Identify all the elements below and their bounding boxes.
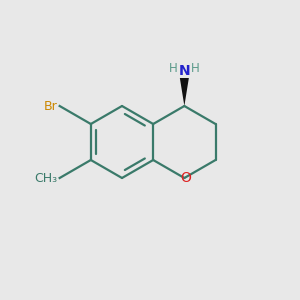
Polygon shape <box>180 78 189 106</box>
Text: CH₃: CH₃ <box>34 172 58 184</box>
Text: H: H <box>169 61 178 74</box>
Text: N: N <box>178 64 190 78</box>
Text: O: O <box>180 171 191 185</box>
Text: Br: Br <box>44 100 58 112</box>
Text: H: H <box>191 61 200 74</box>
